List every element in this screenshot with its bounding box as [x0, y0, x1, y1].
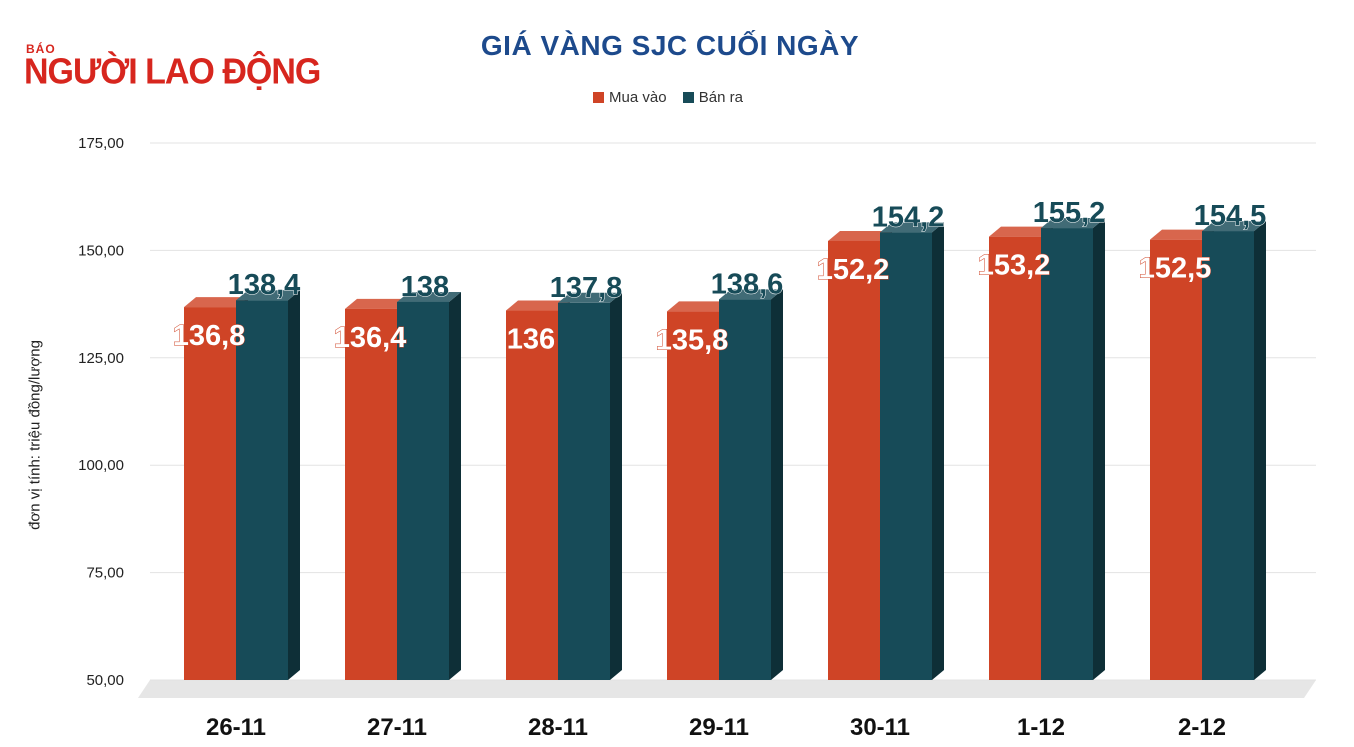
legend-swatch-sell [682, 92, 694, 103]
x-tick-label: 29-11 [689, 714, 749, 741]
bar-sell [397, 291, 461, 680]
y-axis-label: đơn vị tính: triệu đồng/lượng [26, 340, 44, 530]
data-label-sell: 138,4 [228, 269, 301, 301]
x-tick-label: 27-11 [367, 714, 427, 741]
legend-label-buy: Mua vào [609, 89, 667, 106]
data-label-buy: 136,4 [334, 322, 407, 354]
logo-small-text: BÁO [26, 42, 56, 56]
newspaper-logo: BÁO NGƯỜI LAO ĐỘNG [24, 40, 321, 100]
data-label-sell: 138,6 [711, 268, 784, 300]
bar-sell [719, 289, 783, 680]
bar-sell [236, 290, 300, 680]
x-tick-label: 30-11 [850, 714, 910, 741]
legend-item-buy: Mua vào [593, 89, 667, 106]
data-label-sell: 154,2 [872, 201, 945, 233]
y-tick-label: 50,00 [86, 672, 124, 689]
data-label-buy: 152,5 [1139, 253, 1212, 285]
legend-label-sell: Bán ra [698, 89, 743, 106]
legend-swatch-buy [593, 92, 605, 103]
x-tick-label: 1-12 [1017, 714, 1065, 741]
y-tick-label: 75,00 [86, 565, 124, 582]
data-label-buy: 152,2 [817, 254, 890, 286]
data-label-buy: 136,8 [173, 320, 246, 352]
chart-legend: Mua vào Bán ra [0, 89, 1336, 107]
legend-item-sell: Bán ra [682, 89, 743, 106]
y-tick-label: 175,00 [78, 135, 124, 152]
bar-sell [558, 292, 622, 680]
data-label-sell: 154,5 [1194, 200, 1267, 232]
data-label-sell: 155,2 [1033, 197, 1106, 229]
x-tick-label: 26-11 [206, 714, 266, 741]
y-tick-label: 150,00 [78, 242, 124, 259]
chart-title: GIÁ VÀNG SJC CUỐI NGÀY [480, 30, 860, 61]
data-label-sell: 137,8 [550, 272, 623, 304]
data-label-sell: 138 [401, 271, 449, 303]
y-tick-label: 125,00 [78, 350, 124, 367]
bar-sell [880, 222, 944, 680]
bar-buy [667, 301, 731, 680]
x-tick-label: 28-11 [528, 714, 588, 741]
data-label-buy: 153,2 [978, 250, 1051, 282]
data-label-buy: 136 [507, 324, 555, 356]
bar-sell [1202, 221, 1266, 680]
chart-floor [138, 680, 1316, 698]
data-label-buy: 135,8 [656, 324, 729, 356]
y-tick-label: 100,00 [78, 457, 124, 474]
x-tick-label: 2-12 [1178, 714, 1226, 741]
logo-main-text: NGƯỜI LAO ĐỘNG [24, 52, 321, 92]
bar-sell [1041, 218, 1105, 681]
